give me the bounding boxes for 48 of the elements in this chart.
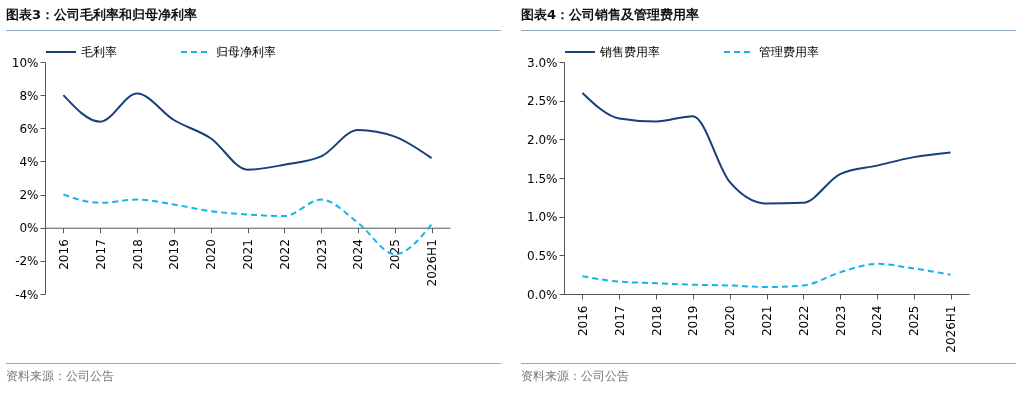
x-tick-label: 2021 — [241, 239, 255, 270]
y-tick-label: 8% — [19, 88, 39, 103]
x-tick-label: 2019 — [167, 239, 182, 270]
text: 资料来源：公司公告 — [521, 363, 1016, 385]
x-tick-label: 2016 — [56, 239, 71, 270]
x-tick-label: 2023 — [314, 239, 329, 270]
x-tick-label: 2017 — [93, 239, 108, 270]
x-tick-label: 2026H1 — [425, 239, 440, 287]
x-tick-label: 2024 — [870, 305, 885, 337]
x-tick-label: 2022 — [277, 239, 292, 270]
x-tick-label: 2024 — [351, 239, 366, 270]
y-tick-label: 2.0% — [527, 132, 558, 147]
x-tick-label: 2026H1 — [944, 305, 959, 353]
line-series — [581, 91, 952, 205]
y-tick-label: -4% — [15, 287, 39, 302]
y-tick-label: 2.5% — [527, 94, 558, 109]
x-tick-label: 2018 — [130, 239, 145, 270]
x-tick-label: 2017 — [612, 305, 627, 337]
x-tick-label: 2025 — [907, 305, 922, 337]
y-tick-label: 2% — [19, 188, 39, 203]
x-tick-label: 2023 — [833, 305, 848, 337]
y-tick-label: 0.0% — [527, 287, 558, 302]
y-tick-label: 0.5% — [527, 248, 558, 263]
chart-title: 图表3：公司毛利率和归母净利率 — [6, 4, 501, 31]
x-tick-label: 2020 — [204, 239, 219, 270]
legend-label: 归母净利率 — [216, 45, 276, 59]
legend-label: 毛利率 — [81, 45, 117, 59]
x-tick-label: 2025 — [388, 239, 403, 270]
y-tick-label: 1.0% — [527, 210, 558, 225]
y-tick-label: 0% — [19, 221, 39, 236]
x-tick-label: 2022 — [796, 305, 811, 337]
line-series — [581, 262, 952, 289]
y-tick-label: 1.5% — [527, 171, 558, 186]
x-tick-label: 2019 — [686, 305, 701, 337]
legend-label: 销售费用率 — [599, 45, 660, 59]
line-series — [62, 92, 433, 171]
chart-title: 图表4：公司销售及管理费用率 — [521, 4, 1016, 31]
x-tick-label: 2016 — [575, 305, 590, 337]
y-tick-label: 3.0% — [527, 55, 558, 70]
y-tick-label: 6% — [19, 121, 39, 136]
legend-label: 管理费用率 — [759, 45, 819, 59]
x-tick-label: 2020 — [723, 305, 738, 337]
y-tick-label: 4% — [19, 154, 39, 169]
x-tick-label: 2021 — [760, 305, 774, 337]
y-tick-label: 10% — [11, 55, 39, 70]
x-tick-label: 2018 — [649, 305, 664, 337]
y-tick-label: -2% — [15, 254, 39, 269]
text: 资料来源：公司公告 — [6, 363, 501, 385]
